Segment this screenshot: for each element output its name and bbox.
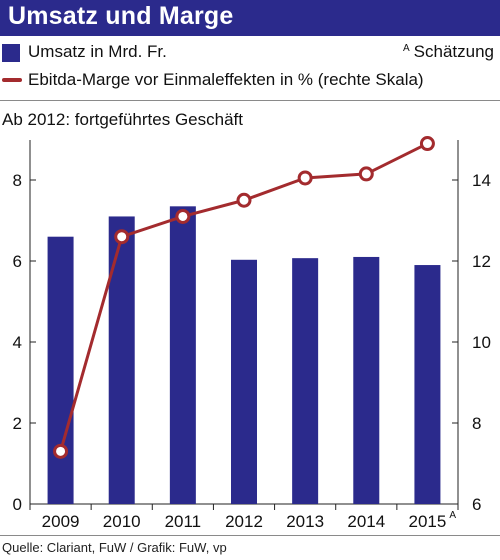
margin-point xyxy=(175,208,191,224)
source-note: Quelle: Clariant, FuW / Grafik: FuW, vp xyxy=(2,540,227,555)
y-right-tick-label: 8 xyxy=(472,414,481,433)
legend-line-swatch xyxy=(2,78,22,82)
bar xyxy=(353,256,380,504)
divider-bottom xyxy=(0,535,500,536)
x-tick-label: 2012 xyxy=(225,512,263,531)
bar xyxy=(292,258,319,504)
estimate-marker: A xyxy=(402,43,410,54)
x-tick-estimate-marker: A xyxy=(449,510,456,521)
y-left-tick-label: 6 xyxy=(13,252,22,271)
chart-subtitle: Ab 2012: fortgeführtes Geschäft xyxy=(2,110,243,129)
title-bar: Umsatz und Marge xyxy=(0,0,500,36)
bar xyxy=(108,216,135,504)
y-left-tick-label: 8 xyxy=(13,171,22,190)
divider-top xyxy=(0,100,500,101)
y-left-tick-label: 4 xyxy=(13,333,22,352)
margin-point xyxy=(114,229,130,245)
bar xyxy=(47,236,74,504)
chart-title: Umsatz und Marge xyxy=(8,2,234,30)
x-tick-label: 2011 xyxy=(165,512,202,531)
x-tick-label: 2010 xyxy=(103,512,141,531)
y-right-tick-label: 6 xyxy=(472,495,481,514)
y-left-tick-label: 0 xyxy=(13,495,22,514)
bar xyxy=(414,265,441,504)
y-left-tick-label: 2 xyxy=(13,414,22,433)
margin-point xyxy=(419,136,435,152)
margin-point xyxy=(236,192,252,208)
margin-point xyxy=(53,443,69,459)
x-tick-label: 2013 xyxy=(286,512,324,531)
margin-point xyxy=(358,166,374,182)
estimate-note: A Schätzung xyxy=(403,42,494,62)
legend-bar-swatch xyxy=(2,44,20,62)
x-tick-label: 2014 xyxy=(347,512,385,531)
y-right-tick-label: 12 xyxy=(472,252,491,271)
legend-item-bars: Umsatz in Mrd. Fr. xyxy=(0,40,380,64)
bar xyxy=(169,206,196,504)
legend-line-label: Ebitda-Marge vor Einmaleffekten in % (re… xyxy=(28,70,424,89)
estimate-label: Schätzung xyxy=(413,42,494,61)
y-right-tick-label: 14 xyxy=(472,171,491,190)
margin-point xyxy=(297,170,313,186)
y-right-tick-label: 10 xyxy=(472,333,491,352)
x-tick-label: 2015 xyxy=(409,512,447,531)
legend-item-line: Ebitda-Marge vor Einmaleffekten in % (re… xyxy=(0,68,498,92)
bar xyxy=(231,259,257,504)
legend-bar-label: Umsatz in Mrd. Fr. xyxy=(28,42,167,61)
x-tick-label: 2009 xyxy=(42,512,80,531)
